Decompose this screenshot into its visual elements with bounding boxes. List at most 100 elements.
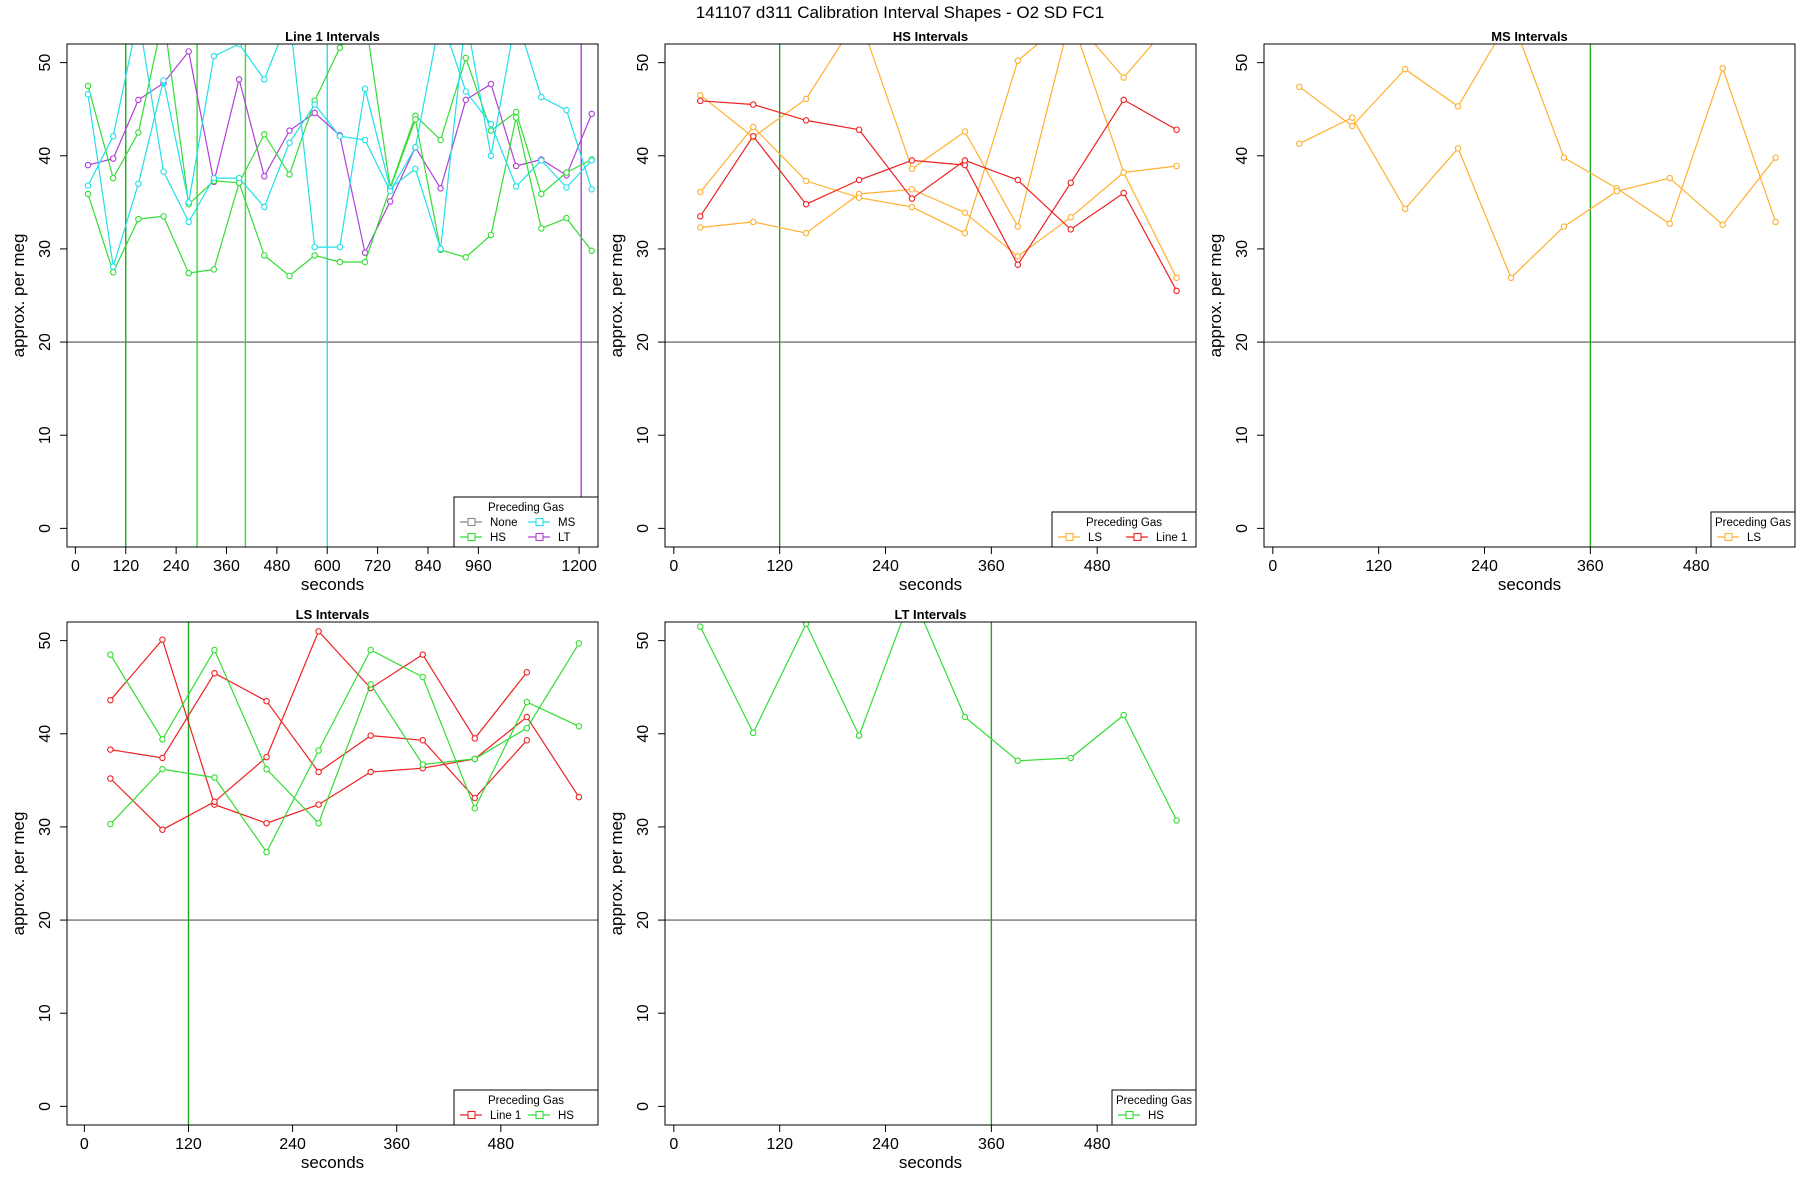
- data-point: [438, 13, 443, 18]
- data-point: [263, 819, 270, 827]
- data-point: [159, 826, 166, 833]
- plot-area: [665, 44, 1196, 547]
- series-hs: [107, 640, 583, 827]
- data-point: [367, 732, 374, 739]
- data-point: [1613, 187, 1621, 195]
- panel-1: HS Intervals 0 120 240 360 480 0 10 20 30 40 50 seco…: [607, 29, 1197, 594]
- data-point: [1014, 176, 1022, 184]
- data-point: [185, 269, 192, 277]
- legend-box: [1710, 511, 1796, 548]
- series-ms: [84, 44, 595, 270]
- plot-area: [665, 622, 1196, 1125]
- data-point: [211, 798, 218, 806]
- data-point: [311, 109, 318, 117]
- data-point: [159, 765, 166, 773]
- data-point: [908, 157, 916, 164]
- data-point: [1296, 140, 1303, 147]
- y-tick-label: 30: [635, 818, 652, 836]
- data-point: [523, 737, 531, 744]
- legend-title: Preceding Gas: [1715, 517, 1791, 529]
- y-tick-label: 10: [635, 426, 652, 444]
- data-point: [697, 213, 704, 220]
- y-tick-label: 40: [635, 725, 652, 743]
- data-point: [135, 129, 142, 136]
- data-point: [211, 774, 218, 781]
- data-point: [412, 116, 419, 123]
- legend-marker: [1125, 1110, 1134, 1120]
- data-point: [961, 209, 969, 216]
- data-point: [367, 681, 374, 688]
- data-point: [159, 736, 166, 743]
- x-tick-label: 360: [1577, 558, 1604, 575]
- data-point: [697, 188, 704, 196]
- data-point: [107, 820, 114, 828]
- legend-label: LS: [1088, 532, 1102, 544]
- data-point: [159, 754, 166, 762]
- y-tick-label: 0: [635, 1102, 652, 1111]
- data-point: [261, 203, 268, 211]
- y-tick-label: 50: [635, 54, 652, 72]
- legend: Preceding Gas LS Line 1: [1051, 511, 1197, 548]
- x-tick-label: 0: [669, 1136, 678, 1153]
- data-point: [159, 636, 166, 643]
- x-axis-label: seconds: [899, 575, 962, 594]
- data-point: [961, 713, 969, 721]
- data-point: [367, 646, 374, 654]
- series-line: [87, 44, 593, 267]
- panel-3: LS Intervals 0 120 240 360 480 0 10 20 30 40 50 seco…: [9, 607, 599, 1172]
- data-point: [109, 268, 117, 276]
- data-point: [697, 623, 704, 630]
- y-tick-label: 30: [37, 818, 54, 836]
- data-point: [210, 174, 218, 182]
- data-point: [563, 169, 570, 176]
- legend-box: [1111, 1089, 1197, 1126]
- data-point: [361, 136, 369, 144]
- data-point: [1454, 103, 1462, 110]
- data-point: [84, 190, 92, 198]
- x-axis-label: seconds: [301, 1153, 364, 1172]
- legend-label: HS: [490, 532, 506, 544]
- legend-entry-lt: LT: [528, 532, 571, 544]
- series-hs: [107, 646, 583, 856]
- data-point: [311, 252, 318, 259]
- y-axis-label: approx. per meg: [1206, 234, 1225, 358]
- data-point: [160, 168, 167, 175]
- data-point: [588, 157, 595, 164]
- figure-title: 141107 d311 Calibration Interval Shapes …: [696, 3, 1105, 22]
- series-line: [1298, 44, 1777, 225]
- series-line: [109, 643, 580, 825]
- legend-marker: [535, 532, 544, 542]
- data-point: [563, 184, 570, 191]
- panel-title: MS Intervals: [1491, 29, 1568, 44]
- legend-label: LS: [1747, 532, 1761, 544]
- legend-label: None: [490, 517, 518, 529]
- y-tick-label: 0: [635, 524, 652, 533]
- data-point: [263, 753, 270, 761]
- legend-box: [453, 1089, 599, 1126]
- x-tick-label: 600: [314, 558, 341, 575]
- y-tick-label: 20: [635, 333, 652, 351]
- data-point: [1401, 65, 1409, 73]
- data-point: [487, 120, 495, 128]
- y-tick-label: 10: [37, 426, 54, 444]
- data-point: [109, 174, 117, 182]
- legend-marker: [535, 517, 544, 527]
- data-point: [315, 768, 322, 776]
- x-tick-label: 240: [1471, 558, 1498, 575]
- y-tick-label: 40: [37, 725, 54, 743]
- series-line: [699, 44, 1154, 234]
- data-point: [697, 91, 704, 99]
- legend-label: LT: [558, 532, 571, 544]
- data-point: [908, 186, 916, 193]
- data-point: [538, 157, 545, 164]
- x-tick-label: 0: [669, 558, 678, 575]
- data-point: [1014, 253, 1022, 260]
- x-tick-label: 1200: [561, 558, 597, 575]
- data-point: [1120, 74, 1127, 81]
- data-point: [697, 97, 704, 105]
- x-tick-label: 960: [465, 558, 492, 575]
- y-tick-label: 40: [635, 147, 652, 165]
- y-tick-label: 10: [635, 1004, 652, 1022]
- series-line: [109, 638, 580, 824]
